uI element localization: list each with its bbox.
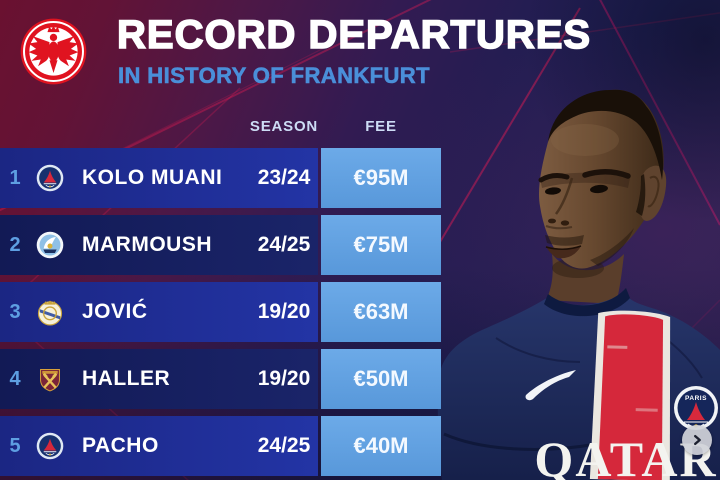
player-photo: PARIS QA bbox=[400, 78, 720, 480]
page-subtitle: IN HISTORY OF FRANKFURT bbox=[118, 63, 430, 89]
rank-label: 2 bbox=[9, 233, 21, 256]
carousel-next-button[interactable] bbox=[682, 425, 712, 455]
crest-text: PARIS bbox=[685, 395, 707, 402]
season-value: 19/20 bbox=[257, 367, 311, 390]
table-row: 2 MARMOUSH 24/25 €75M bbox=[0, 215, 441, 275]
departures-table: 1 KOLO MUANI 23/24 €95M 2 MARMOUSH 24/25… bbox=[0, 148, 441, 480]
page-title: RECORD DEPARTURES bbox=[116, 13, 592, 57]
player-name: KOLO MUANI bbox=[82, 166, 223, 189]
row-player-section: 1 KOLO MUANI 23/24 bbox=[0, 148, 318, 208]
table-row: 1 KOLO MUANI 23/24 €95M bbox=[0, 148, 441, 208]
real-madrid-badge-icon bbox=[36, 298, 64, 326]
fee-value: €95M bbox=[321, 148, 441, 208]
fee-value: €50M bbox=[321, 349, 441, 409]
table-row: 4 HALLER 19/20 €50M bbox=[0, 349, 441, 409]
player-name: HALLER bbox=[82, 367, 171, 390]
west-ham-badge-icon bbox=[36, 365, 64, 393]
psg-chest-crest-icon: PARIS bbox=[674, 386, 718, 430]
psg-badge-icon bbox=[36, 164, 64, 192]
row-player-section: 2 MARMOUSH 24/25 bbox=[0, 215, 318, 275]
season-value: 19/20 bbox=[257, 300, 311, 323]
column-header-season: SEASON bbox=[249, 118, 319, 135]
eintracht-frankfurt-crest-icon bbox=[20, 18, 87, 85]
player-illustration: PARIS bbox=[437, 89, 720, 480]
rank-label: 3 bbox=[9, 300, 21, 323]
player-name: PACHO bbox=[82, 434, 159, 457]
rank-label: 1 bbox=[9, 166, 21, 189]
season-value: 24/25 bbox=[257, 434, 311, 457]
fee-value: €75M bbox=[321, 215, 441, 275]
row-player-section: 3 JOVIĆ 19/20 bbox=[0, 282, 318, 342]
fee-value: €40M bbox=[321, 416, 441, 476]
row-player-section: 5 PACHO 24/25 bbox=[0, 416, 318, 476]
column-header-fee: FEE bbox=[365, 118, 397, 135]
rank-label: 5 bbox=[9, 434, 21, 457]
row-player-section: 4 HALLER 19/20 bbox=[0, 349, 318, 409]
fee-value: €63M bbox=[321, 282, 441, 342]
psg-badge-icon bbox=[36, 432, 64, 460]
rank-label: 4 bbox=[9, 367, 21, 390]
player-name: JOVIĆ bbox=[82, 300, 148, 323]
chevron-right-icon bbox=[694, 434, 701, 446]
season-value: 23/24 bbox=[257, 166, 311, 189]
player-name: MARMOUSH bbox=[82, 233, 212, 256]
man-city-badge-icon bbox=[36, 231, 64, 259]
season-value: 24/25 bbox=[257, 233, 311, 256]
table-row: 3 JOVIĆ 19/20 €63M bbox=[0, 282, 441, 342]
table-row: 5 PACHO 24/25 €40M bbox=[0, 416, 441, 476]
